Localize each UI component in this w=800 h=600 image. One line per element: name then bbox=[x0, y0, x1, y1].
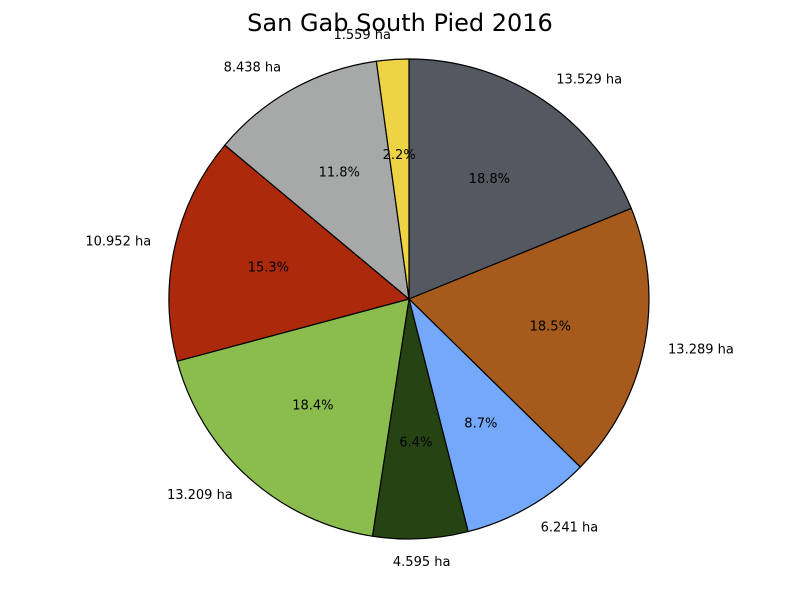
slice-percentage-label: 18.8% bbox=[469, 172, 510, 187]
slice-value-label: 13.289 ha bbox=[668, 342, 734, 357]
slice-value-label: 1.559 ha bbox=[333, 28, 391, 43]
slice-value-label: 4.595 ha bbox=[393, 555, 451, 570]
slice-value-label: 8.438 ha bbox=[224, 61, 282, 76]
slice-value-label: 6.241 ha bbox=[541, 520, 599, 535]
slice-value-label: 10.952 ha bbox=[85, 235, 151, 250]
slice-percentage-label: 18.5% bbox=[530, 319, 571, 334]
slice-percentage-label: 6.4% bbox=[399, 435, 432, 450]
pie-slices bbox=[168, 58, 650, 540]
slice-value-label: 13.529 ha bbox=[556, 72, 622, 87]
pie-slice bbox=[176, 298, 410, 537]
slice-percentage-label: 18.4% bbox=[292, 399, 333, 414]
percentage-labels: 18.8% 18.5% 8.7% 6.4% 18.4% 15.3% 11.8% 2.2% bbox=[248, 148, 571, 450]
slice-value-label: 13.209 ha bbox=[167, 488, 233, 503]
pie-slice bbox=[407, 297, 582, 533]
value-labels: 13.529 ha 13.289 ha 6.241 ha 4.595 ha 13.209… bbox=[85, 28, 733, 570]
pie-slice bbox=[223, 60, 410, 301]
slice-percentage-label: 8.7% bbox=[464, 416, 497, 431]
pie-slice bbox=[408, 58, 633, 300]
chart-title: San Gab South Pied 2016 bbox=[247, 9, 553, 37]
pie-slice bbox=[407, 207, 650, 468]
pie-slice bbox=[168, 144, 411, 362]
slice-percentage-label: 2.2% bbox=[383, 148, 416, 163]
pie-slice bbox=[375, 58, 410, 300]
slice-percentage-label: 15.3% bbox=[248, 260, 289, 275]
slice-percentage-label: 11.8% bbox=[319, 166, 360, 181]
